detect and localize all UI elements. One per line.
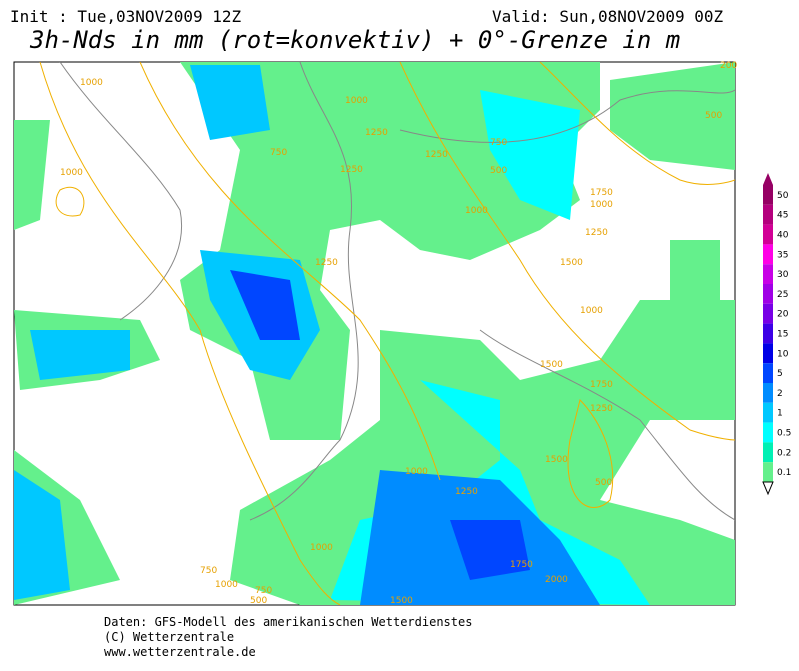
colorbar-label: 0.2 [777,448,791,458]
colorbar-swatch [763,462,773,482]
colorbar-top [763,173,773,185]
colorbar-swatch [763,303,773,324]
colorbar-label: 30 [777,270,789,280]
contour-label: 1000 [60,168,83,178]
contour-label: 500 [490,166,507,176]
coastlines [59,62,735,521]
colorbar-label: 20 [777,310,789,320]
colorbar: 50 45 40 35 30 25 20 15 10 5 2 1 0.5 0.2 0.1 [762,173,791,496]
colorbar-label: 25 [777,290,788,300]
contour-label: 200 [720,61,737,71]
contour-label: 750 [490,138,507,148]
colorbar-swatch [763,224,773,245]
contour-label: 1500 [540,360,563,370]
contour-label: 750 [255,586,272,596]
contour-label: 500 [595,478,612,488]
contour-label: 1000 [345,96,368,106]
colorbar-swatch [763,244,773,265]
colorbar-label: 0.5 [777,429,791,439]
contour-label: 500 [705,111,722,121]
contour-label: 1000 [465,206,488,216]
contour-label: 1000 [580,306,603,316]
colorbar-label: 1 [777,409,783,419]
freezing-level-contours [39,62,735,605]
contour-label: 1250 [425,150,448,160]
contour-label: 1000 [80,78,103,88]
colorbar-swatch [763,264,773,284]
contour-label: 750 [270,148,287,158]
contour-label: 1000 [215,580,238,590]
init-time: Init : Tue,03NOV2009 12Z [10,7,242,26]
colorbar-swatch [763,185,773,205]
colorbar-swatch [763,402,773,423]
contour-label: 1500 [545,455,568,465]
contour-label: 1250 [315,258,338,268]
contour-label: 1000 [405,467,428,477]
contour-label: 1250 [585,228,608,238]
footer-line: Daten: GFS-Modell des amerikanischen Wet… [104,615,472,629]
contour-label: 1500 [560,258,583,268]
colorbar-label: 45 [777,211,788,221]
colorbar-swatch [763,323,773,344]
colorbar-label: 10 [777,349,789,359]
colorbar-label: 50 [777,191,789,201]
contour-labels: 1000 1000 750 1250 1250 1000 750 1000 500 1750 125… [60,61,737,606]
contour-label: 750 [200,566,217,576]
colorbar-bottom [762,481,774,496]
contour-label: 1000 [310,543,333,553]
precip-areas [14,62,735,605]
colorbar-swatch [763,422,773,443]
contour-label: 1000 [590,200,613,210]
colorbar-label: 15 [777,330,788,340]
contour-label: 1750 [510,560,533,570]
colorbar-label: 35 [777,250,788,260]
colorbar-label: 0.1 [777,468,791,478]
contour-label: 500 [250,596,267,606]
map-title: 3h-Nds in mm (rot=konvektiv) + 0°-Grenze… [29,26,680,54]
colorbar-swatch [763,284,773,304]
footer-line: www.wetterzentrale.de [104,645,256,659]
contour-label: 1250 [340,165,363,175]
contour-label: 1750 [590,380,613,390]
footer-line: (C) Wetterzentrale [104,630,234,644]
contour-label: 1250 [455,487,478,497]
colorbar-swatch [763,204,773,225]
colorbar-swatch [763,383,773,403]
valid-time: Valid: Sun,08NOV2009 00Z [492,7,724,26]
colorbar-swatch [763,363,773,383]
contour-label: 2000 [545,575,568,585]
map: 1000 1000 750 1250 1250 1000 750 1000 500 1750 125… [13,61,737,606]
colorbar-label: 2 [777,389,783,399]
colorbar-swatch [763,442,773,463]
contour-label: 1750 [590,188,613,198]
colorbar-label: 5 [777,369,783,379]
contour-label: 1250 [365,128,388,138]
colorbar-label: 40 [777,231,789,241]
contour-label: 1500 [390,596,413,606]
contour-label: 1250 [590,404,613,414]
colorbar-swatch [763,343,773,364]
